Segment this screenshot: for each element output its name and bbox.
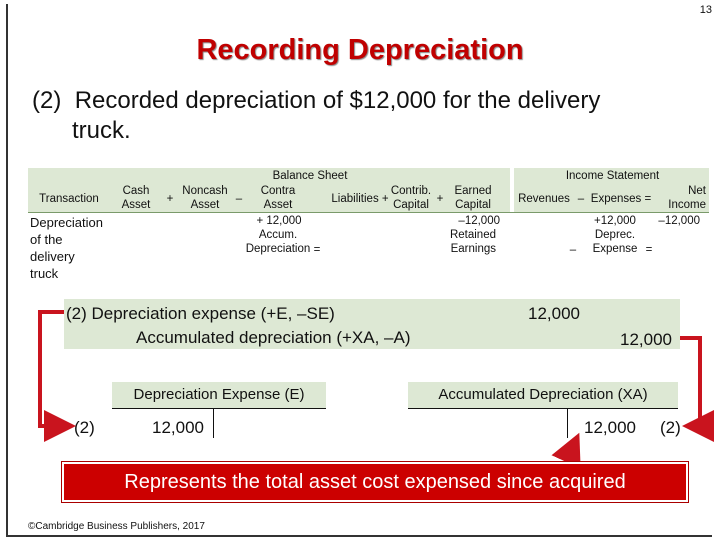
subtitle: (2) Recorded depreciation of $12,000 for… — [32, 86, 712, 146]
net-income-header: Net Income — [668, 185, 706, 211]
liabilities-header: Liabilities + — [331, 193, 389, 205]
page-number: 13 — [699, 4, 712, 16]
accum-depreciation-label: Accum. Depreciation — [245, 229, 311, 255]
minus-sign-3: – — [569, 244, 577, 256]
right-taccount-title: Accumulated Depreciation (XA) — [438, 386, 648, 403]
contra-asset-header: Contra Asset — [260, 185, 296, 211]
row-label: Depreciation of the delivery truck — [30, 215, 103, 281]
retained-earnings-label: Retained Earnings — [449, 229, 496, 255]
left-taccount-title: Depreciation Expense (E) — [133, 386, 305, 403]
journal-debit-line: (2) Depreciation expense (+E, –SE) — [66, 304, 335, 323]
subtitle-line2: truck. — [72, 117, 131, 144]
equals-sign-2: = — [645, 244, 653, 256]
caption-arrow — [551, 432, 581, 469]
noncash-asset-header: Noncash Asset — [182, 185, 228, 211]
balance-sheet-band-top — [28, 168, 510, 182]
slide-frame — [6, 4, 712, 537]
copyright-footer: ©Cambridge Business Publishers, 2017 — [28, 521, 205, 532]
transaction-header: Transaction — [39, 193, 99, 205]
contra-asset-value: + 12,000 — [256, 215, 302, 227]
earned-capital-value: –12,000 — [458, 215, 500, 227]
balance-sheet-header-band — [28, 182, 510, 212]
left-connector-arrow — [38, 310, 76, 442]
journal-credit-amount: 12,000 — [620, 330, 672, 349]
left-taccount-amount: 12,000 — [152, 418, 204, 437]
expense-value: +12,000 — [594, 215, 636, 227]
right-connector-arrow — [680, 336, 714, 442]
slide-title: Recording Depreciation — [196, 34, 524, 66]
journal-credit-line: Accumulated depreciation (+XA, –A) — [136, 328, 411, 347]
subtitle-line1: Recorded depreciation of $12,000 for the… — [74, 87, 601, 114]
right-taccount-band — [408, 382, 678, 408]
net-income-value: –12,000 — [658, 215, 700, 227]
journal-entry-band — [64, 299, 680, 349]
right-taccount-amount: 12,000 — [584, 418, 636, 437]
subtitle-number: (2) — [32, 87, 62, 114]
income-header-band — [514, 182, 709, 212]
expenses-header: Expenses = — [590, 193, 652, 205]
revenues-header: Revenues — [518, 193, 570, 205]
plus-sign: + — [166, 193, 174, 205]
caption-box: Represents the total asset cost expensed… — [61, 461, 689, 503]
right-taccount-ref: (2) — [660, 418, 681, 437]
journal-debit-amount: 12,000 — [528, 304, 580, 323]
header-divider — [28, 212, 709, 213]
balance-sheet-heading: Balance Sheet — [272, 170, 348, 182]
income-band-top — [514, 168, 709, 182]
left-taccount-band — [112, 382, 326, 408]
minus-sign-2: – — [577, 193, 585, 205]
income-statement-heading: Income Statement — [565, 170, 660, 182]
contrib-capital-header: Contrib. Capital — [390, 185, 432, 211]
equals-sign: = — [313, 244, 321, 256]
right-taccount-horizontal — [408, 408, 678, 409]
minus-sign: – — [235, 193, 243, 205]
deprec-expense-label: Deprec. Expense — [592, 229, 638, 255]
plus-sign-2: + — [436, 193, 444, 205]
left-taccount-ref: (2) — [74, 418, 95, 437]
left-taccount-horizontal — [112, 408, 326, 409]
earned-capital-header: Earned Capital — [454, 185, 492, 211]
left-taccount-vertical — [213, 408, 214, 438]
right-taccount-vertical — [567, 408, 568, 438]
cash-asset-header: Cash Asset — [121, 185, 151, 211]
